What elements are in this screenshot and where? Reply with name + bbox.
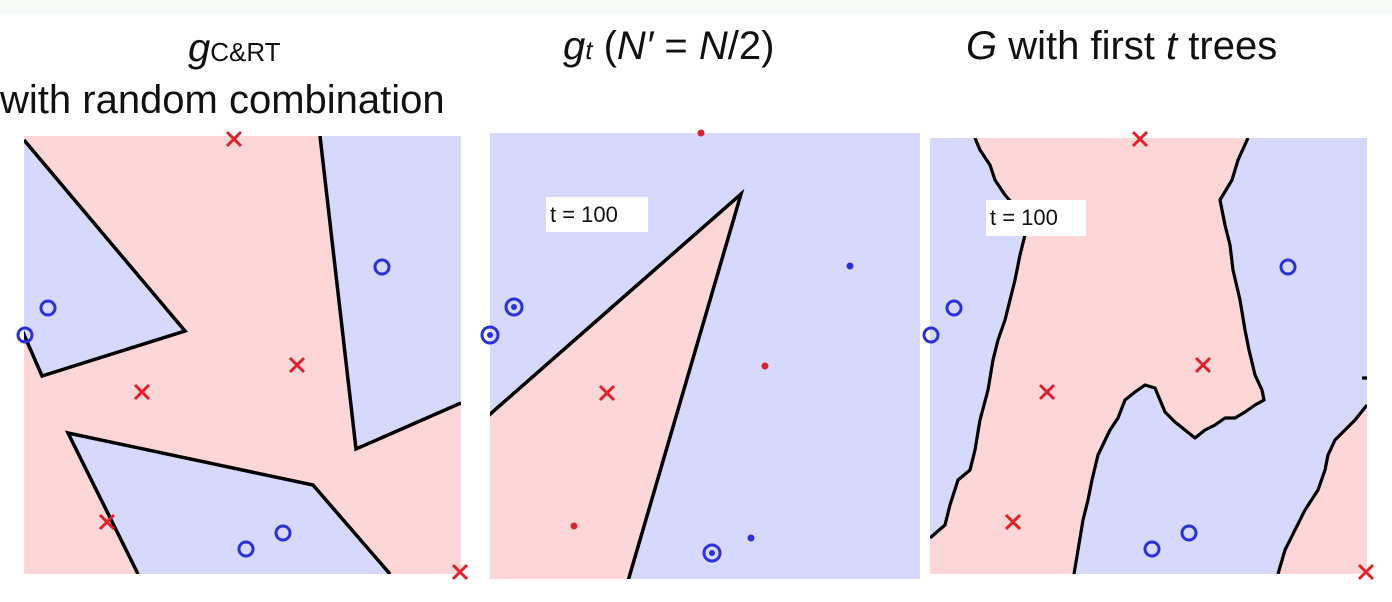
panel3-title: G with first t trees: [966, 24, 1278, 68]
panel2-blue-dots: [747, 262, 854, 542]
o-marker: [237, 540, 255, 558]
panel3-pink-region-bottom-right: [1278, 405, 1367, 574]
panel3-boundary-right: [1276, 404, 1367, 574]
x-marker: [1194, 356, 1212, 374]
o-marker: [274, 524, 292, 542]
o-marker: [1143, 540, 1161, 558]
panel2-plot: t = 100: [480, 129, 920, 579]
panel2-x-markers: [598, 384, 616, 402]
panel1-title: gC&RT: [188, 26, 281, 70]
panel2-boundary: [490, 188, 745, 579]
panel3-boundaries: [930, 138, 1367, 574]
o-marker: [504, 297, 524, 317]
panel1-plot: [16, 130, 469, 581]
o-marker: [39, 299, 57, 317]
o-marker: [922, 326, 940, 344]
o-marker: [1180, 524, 1198, 542]
panel1-o-markers: [16, 258, 391, 558]
blue-dot: [846, 262, 854, 270]
panel1-x-markers: [98, 130, 469, 581]
x-marker: [225, 130, 243, 148]
x-marker: [288, 356, 306, 374]
panel3-t-label: t = 100: [990, 205, 1058, 230]
panel2-title: gt (N′ = N/2): [563, 24, 775, 68]
o-marker: [702, 543, 722, 563]
top-band: [0, 0, 1392, 14]
panel2-pink-triangle: [490, 194, 741, 579]
x-marker: [1357, 563, 1375, 581]
panel3-boundary-middle: [1072, 138, 1266, 574]
red-dot: [697, 129, 705, 137]
panel2-t-label-box: [546, 197, 648, 232]
panel2-red-dots: [570, 129, 769, 530]
panel3-o-markers: [922, 258, 1297, 558]
o-marker: [480, 325, 500, 345]
panel3-plot: t = 100: [922, 130, 1375, 581]
o-marker: [373, 258, 391, 276]
panel1-blue-region-right: [320, 136, 461, 449]
panel1-boundary-right: [318, 136, 461, 452]
panel1-title-line2: with random combination: [0, 78, 445, 122]
panel1-boundary-left: [24, 138, 189, 379]
panel1-boundary-bottom: [64, 430, 392, 574]
x-marker: [1004, 513, 1022, 531]
panel3-t-label-box: [986, 200, 1086, 236]
panel3-x-markers: [1004, 130, 1375, 581]
x-marker: [598, 384, 616, 402]
o-marker: [945, 299, 963, 317]
panel1-blue-region-left: [24, 140, 185, 376]
x-marker: [1131, 130, 1149, 148]
x-marker: [1038, 383, 1056, 401]
panel2-o-markers: [480, 297, 722, 563]
x-marker: [98, 513, 116, 531]
panel2-t-label: t = 100: [550, 202, 618, 227]
o-marker: [16, 326, 34, 344]
panel3-pink-region-main: [930, 138, 1264, 574]
red-dot: [570, 522, 578, 530]
x-marker: [133, 383, 151, 401]
panel1-blue-region-bottom: [68, 433, 390, 574]
red-dot: [761, 362, 769, 370]
x-marker: [451, 563, 469, 581]
o-marker: [1279, 258, 1297, 276]
blue-dot: [747, 534, 755, 542]
panel2-o-centers: [487, 304, 715, 556]
panel3-boundary-left: [930, 138, 1027, 540]
